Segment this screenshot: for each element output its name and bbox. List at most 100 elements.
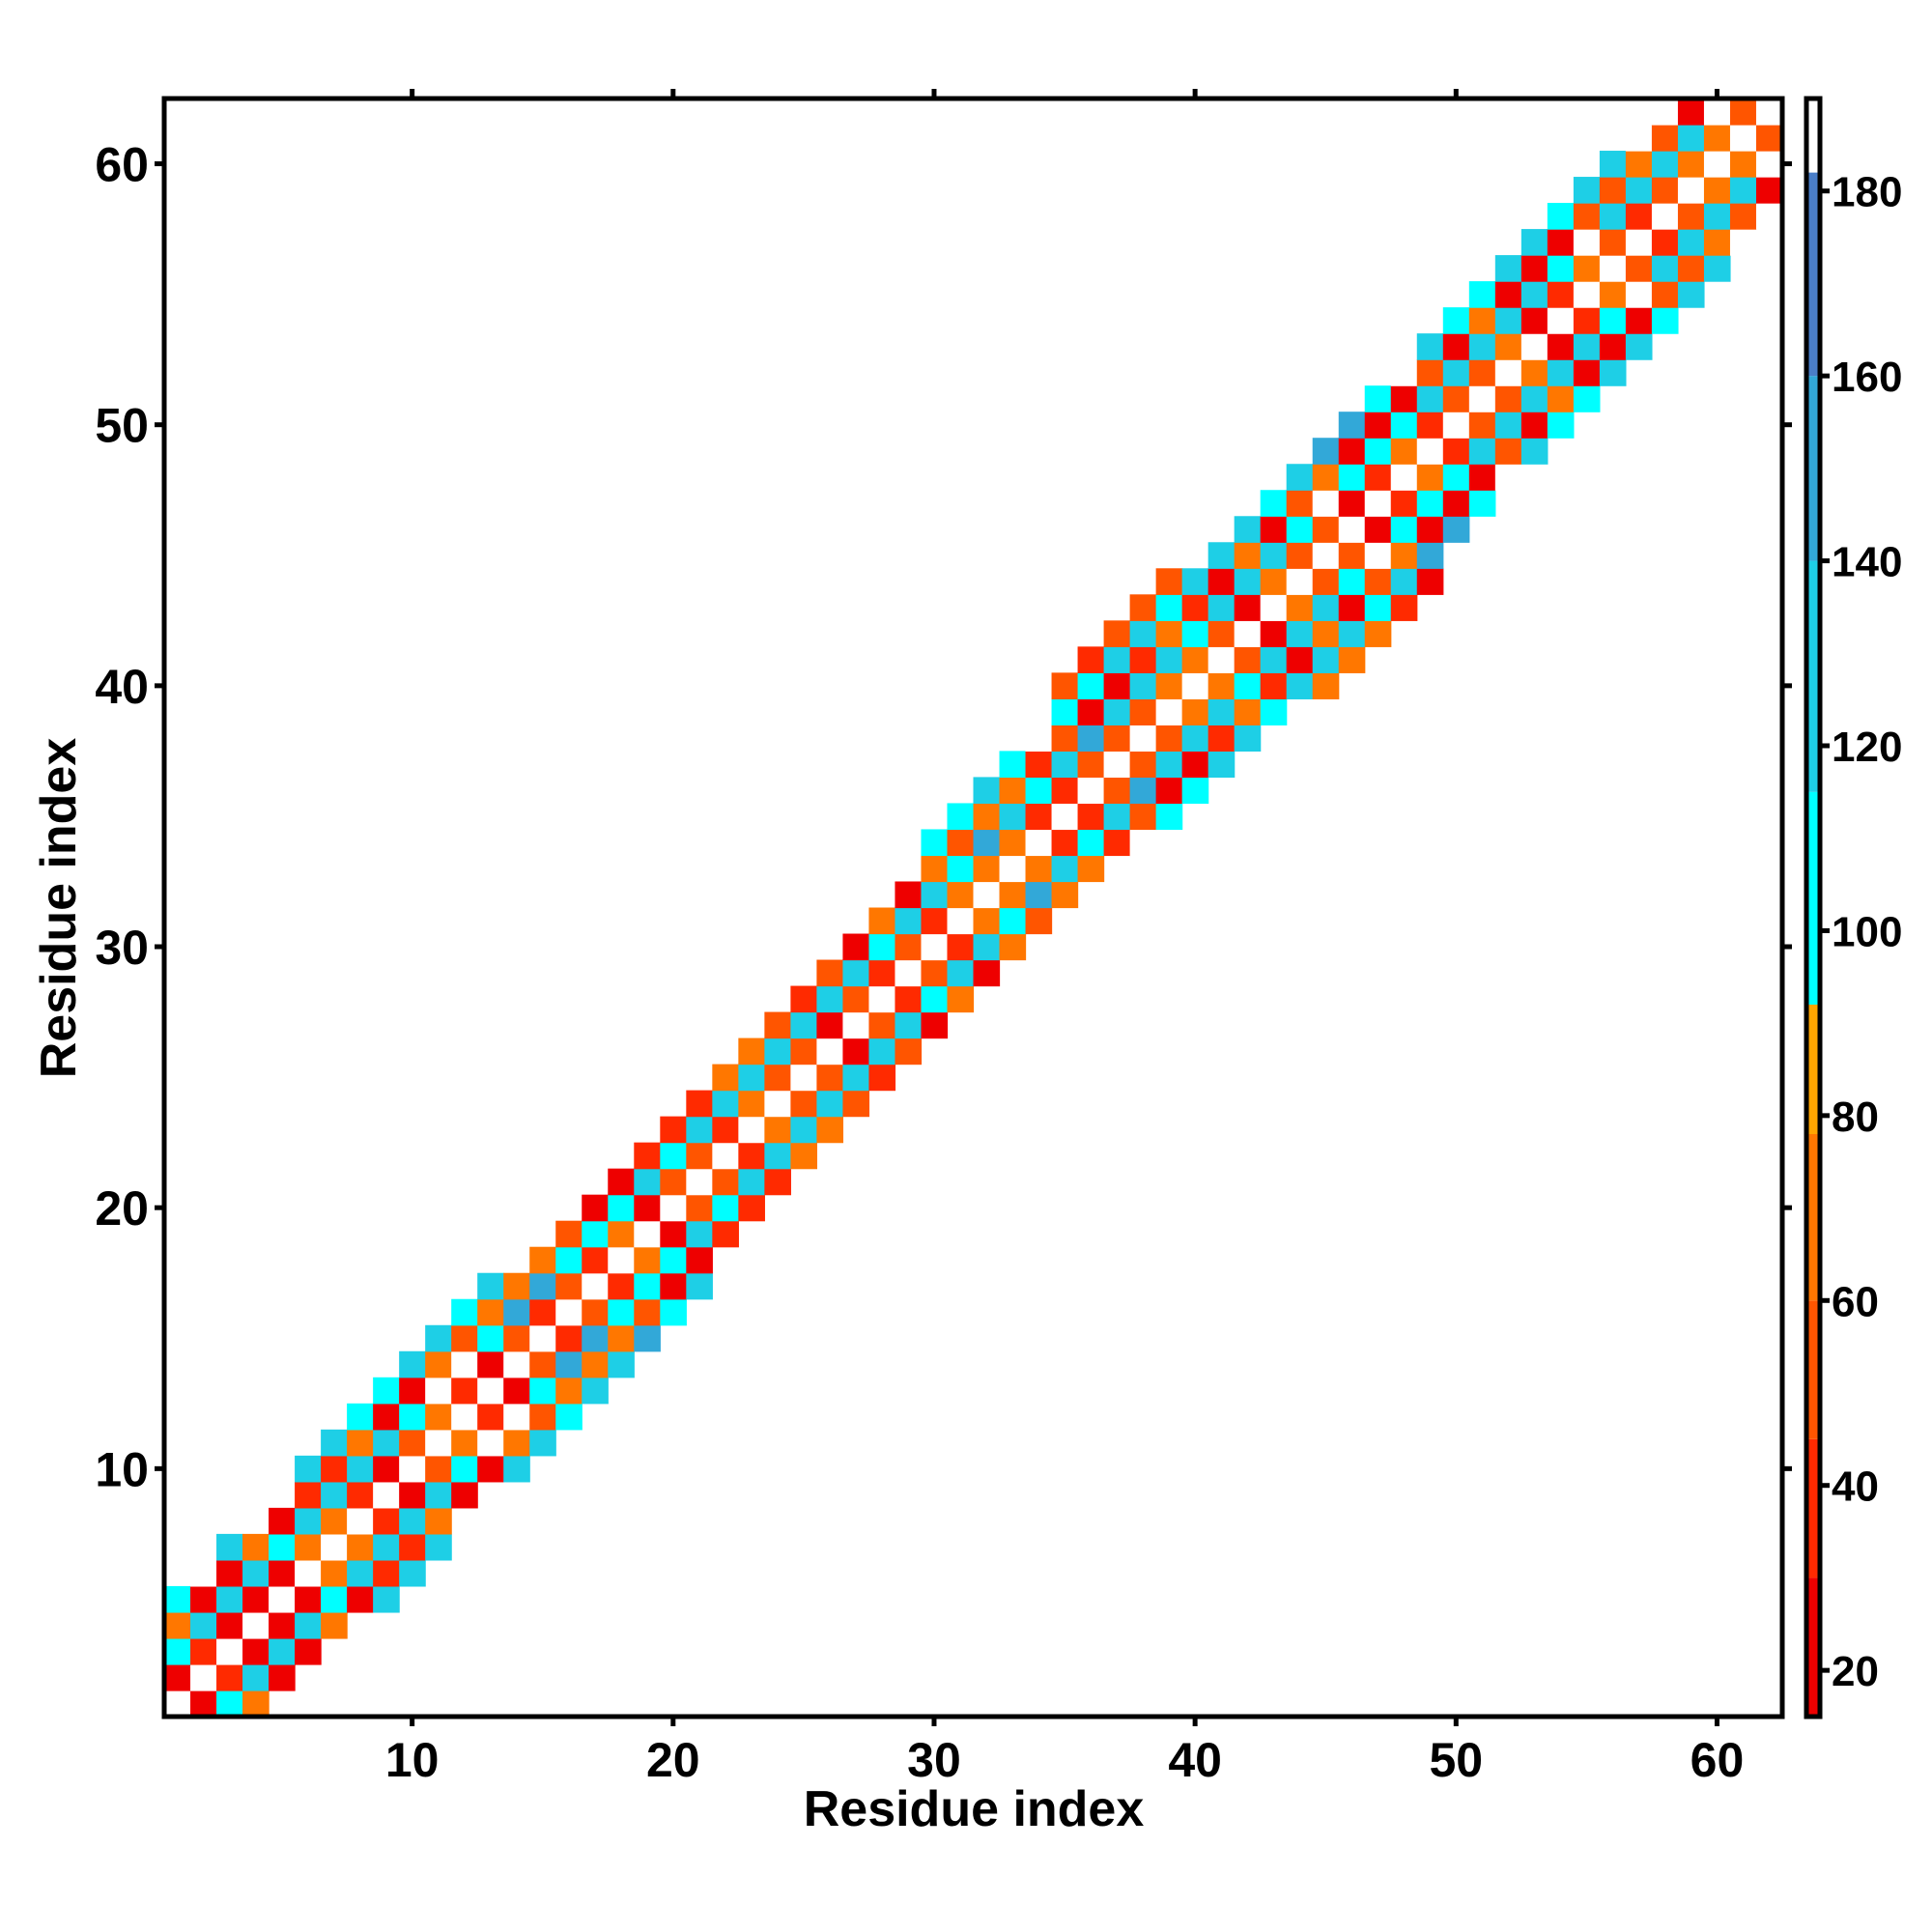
heatmap-cell (1338, 464, 1366, 491)
heatmap-cell (634, 1168, 661, 1196)
heatmap-cell (1155, 724, 1183, 753)
heatmap-cell (295, 1611, 322, 1639)
heatmap-cell (1208, 594, 1236, 621)
heatmap-cell (190, 1637, 217, 1665)
y-tick-label: 20 (95, 1181, 149, 1236)
heatmap-cell (790, 1142, 818, 1170)
heatmap-cell (921, 907, 949, 935)
heatmap-cell (973, 803, 1001, 831)
heatmap-cell (1703, 229, 1731, 256)
heatmap-cell (842, 1090, 870, 1118)
heatmap-cell (1312, 594, 1340, 621)
heatmap-cell (1494, 307, 1522, 334)
heatmap-cell (999, 855, 1027, 883)
heatmap-cell (1051, 855, 1079, 883)
heatmap-cell (1573, 203, 1601, 230)
heatmap-cell (1103, 829, 1131, 857)
heatmap-cell (373, 1559, 400, 1587)
heatmap-cell (1155, 568, 1183, 595)
heatmap-cell (1208, 542, 1236, 569)
heatmap-cell (1729, 177, 1757, 204)
heatmap-cell (1599, 255, 1627, 282)
heatmap-cell (686, 1116, 713, 1144)
heatmap-cell (842, 1011, 870, 1039)
heatmap-cell (1677, 125, 1705, 152)
heatmap-cell (529, 1298, 556, 1326)
heatmap-cell (1103, 620, 1131, 647)
heatmap-cell (738, 1142, 765, 1170)
heatmap-cell (660, 1168, 687, 1196)
heatmap-cell (1520, 307, 1548, 334)
x-axis-ticks: 10 20 30 40 50 60 (385, 89, 1744, 1787)
heatmap-cell (1181, 751, 1209, 779)
heatmap-cell (1129, 646, 1157, 673)
heatmap-cell (947, 985, 975, 1013)
heatmap-cell (1468, 385, 1496, 412)
heatmap-cell (1547, 359, 1575, 386)
heatmap-cell (1520, 412, 1548, 439)
heatmap-cell (1025, 777, 1053, 805)
heatmap-cell (790, 1011, 818, 1039)
heatmap-cell (1208, 698, 1236, 725)
heatmap-cell (321, 1585, 348, 1613)
colorbar-segment (1806, 1577, 1820, 1717)
colorbar-tick-label: 160 (1832, 354, 1902, 401)
heatmap-cell (686, 1246, 713, 1274)
heatmap-cell (1494, 359, 1522, 386)
heatmap-cell (242, 1663, 270, 1691)
heatmap-cell (842, 985, 870, 1013)
heatmap-cell (347, 1429, 374, 1457)
heatmap-cell (582, 1194, 609, 1222)
heatmap-cell (1051, 672, 1079, 699)
heatmap-cell (1051, 698, 1079, 725)
heatmap-cell (399, 1377, 426, 1405)
heatmap-cell (1494, 385, 1522, 412)
heatmap-cell (608, 1246, 635, 1274)
heatmap-cell (555, 1350, 582, 1378)
heatmap-cell (216, 1690, 243, 1718)
heatmap-cell (1312, 568, 1340, 595)
heatmap-cell (999, 829, 1027, 857)
heatmap-cell (1573, 307, 1601, 334)
heatmap-cell (1416, 438, 1444, 465)
heatmap-cell (1520, 333, 1548, 360)
heatmap-cell (1286, 594, 1314, 621)
heatmap-cell (1260, 594, 1288, 621)
heatmap-cell (1338, 412, 1366, 439)
heatmap-cell (503, 1350, 530, 1378)
heatmap-cell (1651, 203, 1679, 230)
heatmap-cell (1599, 229, 1627, 256)
heatmap-cell (1573, 229, 1601, 256)
heatmap-cell (242, 1533, 270, 1561)
heatmap-cell (1625, 333, 1653, 360)
heatmap-cell (1364, 542, 1392, 569)
heatmap-cell (399, 1455, 426, 1483)
heatmap-cell (895, 985, 923, 1013)
y-tick-label: 10 (95, 1442, 149, 1496)
heatmap-cell (321, 1481, 348, 1509)
heatmap-cell (503, 1377, 530, 1405)
heatmap-cell (1651, 307, 1679, 334)
heatmap-cell (1077, 777, 1105, 805)
colorbar-tick-label: 180 (1832, 169, 1902, 216)
heatmap-cell (477, 1298, 504, 1326)
heatmap-cell (1494, 438, 1522, 465)
heatmap-cell (790, 1090, 818, 1118)
heatmap-cell (1312, 438, 1340, 465)
heatmap-cell (1103, 724, 1131, 753)
heatmap-cell (1129, 751, 1157, 779)
heatmap-cell (921, 829, 949, 857)
heatmap-cell (947, 907, 975, 935)
heatmap-cell (503, 1298, 530, 1326)
heatmap-cell (190, 1559, 217, 1587)
heatmap-cell (269, 1559, 296, 1587)
heatmap-cell (1208, 646, 1236, 673)
heatmap-cell (1625, 203, 1653, 230)
heatmap-cell (295, 1637, 322, 1665)
heatmap-cell (555, 1272, 582, 1300)
heatmap-cell (582, 1220, 609, 1248)
heatmap-cell (973, 959, 1001, 987)
heatmap-cell (868, 959, 896, 987)
heatmap-cell (1416, 412, 1444, 439)
heatmap-cell (477, 1324, 504, 1352)
